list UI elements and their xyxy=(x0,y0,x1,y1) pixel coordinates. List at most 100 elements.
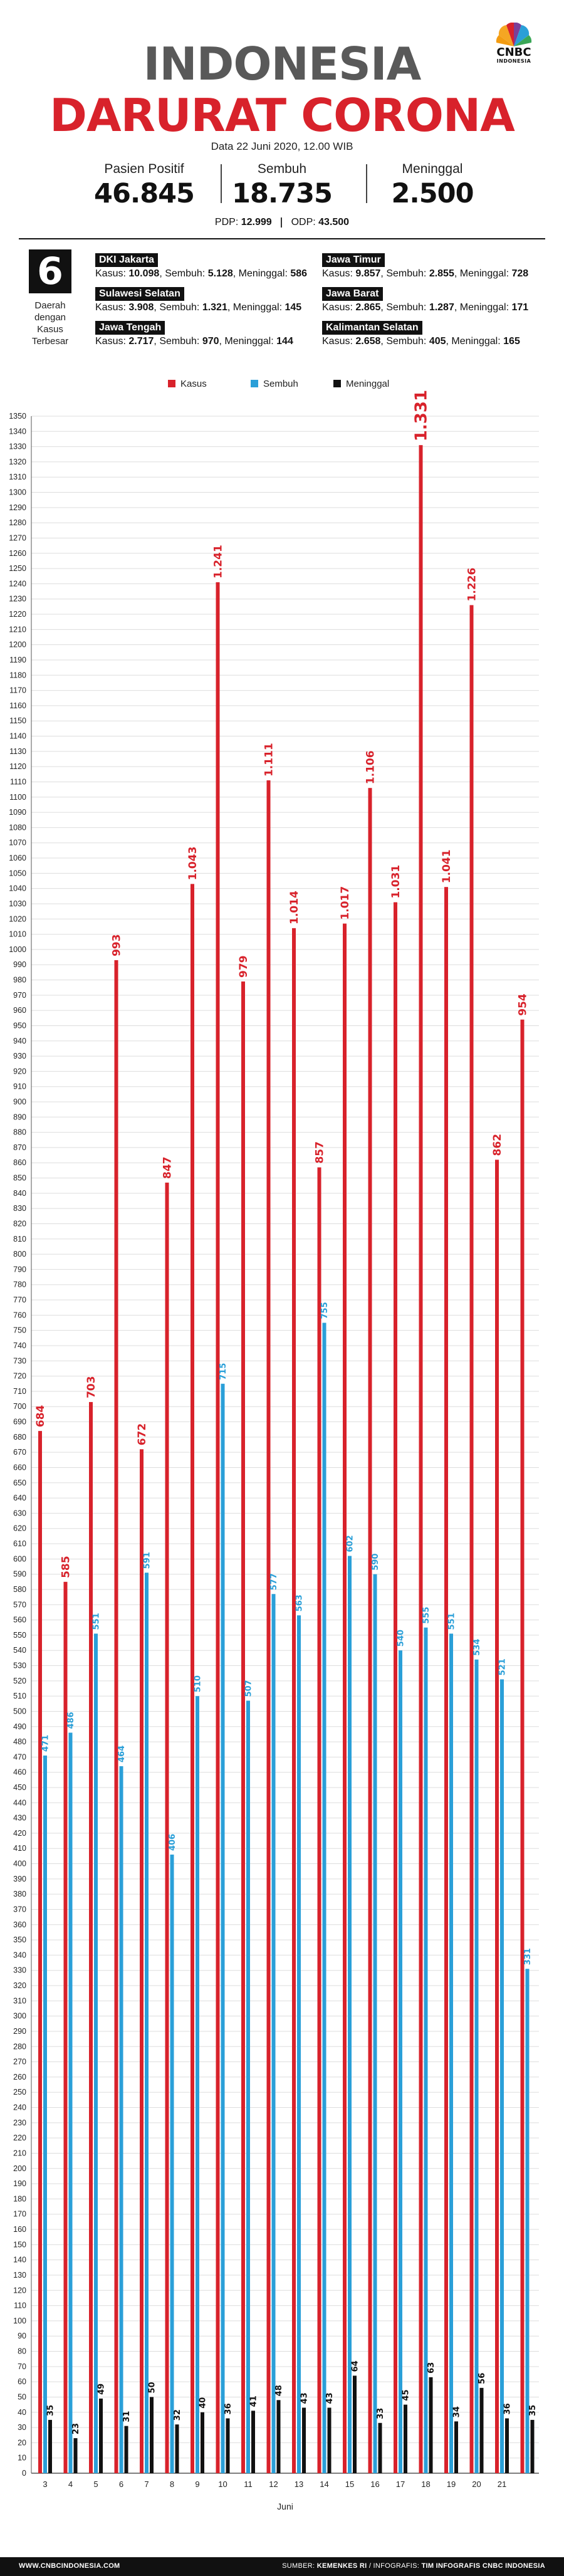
data-label-sembuh: 510 xyxy=(194,1675,203,1692)
y-tick-label: 390 xyxy=(13,1875,26,1883)
data-label-sembuh: 471 xyxy=(41,1735,51,1752)
y-tick-label: 980 xyxy=(13,976,26,985)
province-meninggal-value: 165 xyxy=(503,336,520,347)
province-stats: Kasus: 2.717, Sembuh: 970, Meninggal: 14… xyxy=(95,336,293,347)
bar-meninggal xyxy=(404,2404,407,2473)
bar-kasus xyxy=(63,1581,68,2473)
x-tick-label: 9 xyxy=(195,2479,199,2489)
y-tick-label: 1300 xyxy=(9,488,26,497)
y-tick-label: 900 xyxy=(13,1097,26,1106)
province-sembuh-label: Sembuh: xyxy=(386,336,427,347)
bar-sembuh xyxy=(399,1650,402,2473)
bar-sembuh xyxy=(474,1659,479,2473)
y-tick-label: 590 xyxy=(13,1570,26,1579)
y-tick-label: 70 xyxy=(18,2362,26,2371)
stat-meninggal: Meninggal 2.500 xyxy=(357,162,508,209)
data-label-sembuh: 590 xyxy=(371,1554,380,1571)
y-tick-label: 1320 xyxy=(9,458,26,466)
y-tick-label: 330 xyxy=(13,1966,26,1975)
y-tick-label: 1030 xyxy=(9,899,26,908)
y-tick-label: 460 xyxy=(13,1768,26,1777)
y-tick-label: 1150 xyxy=(9,716,26,725)
y-tick-label: 970 xyxy=(13,991,26,1000)
province-meninggal-value: 728 xyxy=(511,268,529,279)
province-meninggal-value: 144 xyxy=(276,336,293,347)
y-tick-label: 130 xyxy=(13,2271,26,2280)
data-label-kasus: 857 xyxy=(313,1141,326,1164)
bar-meninggal xyxy=(276,2400,281,2473)
data-label-kasus: 1.031 xyxy=(390,865,402,899)
y-tick-label: 150 xyxy=(13,2240,26,2249)
y-tick-label: 60 xyxy=(18,2377,26,2386)
y-tick-label: 680 xyxy=(13,1433,26,1442)
y-tick-label: 560 xyxy=(13,1616,26,1625)
header-rule xyxy=(19,238,545,239)
y-tick-label: 1270 xyxy=(9,533,26,542)
data-label-kasus: 1.111 xyxy=(263,743,275,777)
x-tick-label: 5 xyxy=(93,2479,98,2489)
odp-value: 43.500 xyxy=(318,217,350,228)
x-tick-label: 19 xyxy=(447,2479,456,2489)
data-label-sembuh: 507 xyxy=(244,1680,254,1697)
data-label-kasus: 862 xyxy=(491,1134,504,1156)
x-tick-label: 10 xyxy=(218,2479,227,2489)
y-tick-label: 500 xyxy=(13,1707,26,1715)
y-tick-label: 220 xyxy=(13,2134,26,2142)
y-tick-label: 510 xyxy=(13,1692,26,1700)
data-label-meninggal: 36 xyxy=(224,2403,233,2414)
y-tick-label: 0 xyxy=(22,2469,26,2478)
y-tick-label: 1280 xyxy=(9,518,26,527)
province-count-badge: 6 xyxy=(29,249,71,293)
y-tick-label: 1200 xyxy=(9,641,26,649)
data-label-sembuh: 540 xyxy=(397,1630,406,1647)
bar-meninggal xyxy=(479,2387,484,2473)
y-tick-label: 790 xyxy=(13,1265,26,1274)
data-label-meninggal: 50 xyxy=(148,2382,157,2393)
province-meninggal-label: Meninggal: xyxy=(459,302,509,313)
bar-kasus xyxy=(368,788,372,2473)
province-kasus-value: 2.865 xyxy=(355,302,381,313)
data-label-kasus: 847 xyxy=(161,1156,174,1179)
y-tick-label: 530 xyxy=(13,1662,26,1670)
province-stats: Kasus: 2.865, Sembuh: 1.287, Meninggal: … xyxy=(322,302,529,313)
data-label-meninggal: 45 xyxy=(402,2390,411,2401)
bar-meninggal xyxy=(454,2421,458,2473)
infographic-header: CNBC INDONESIA INDONESIA DARURAT CORONA … xyxy=(0,0,564,351)
y-tick-label: 270 xyxy=(13,2058,26,2066)
y-tick-label: 960 xyxy=(13,1006,26,1015)
y-tick-label: 1340 xyxy=(9,427,26,436)
y-tick-label: 10 xyxy=(18,2454,26,2463)
province-kasus-label: Kasus: xyxy=(95,268,126,279)
bar-kasus xyxy=(444,887,448,2473)
stat-sembuh: Sembuh 18.735 xyxy=(207,162,357,209)
bar-kasus xyxy=(241,981,245,2473)
bar-kasus xyxy=(317,1167,321,2474)
data-label-sembuh: 577 xyxy=(269,1573,279,1590)
y-tick-label: 1250 xyxy=(9,564,26,573)
legend-swatch-kasus xyxy=(168,380,175,387)
y-tick-label: 240 xyxy=(13,2103,26,2112)
y-tick-label: 780 xyxy=(13,1280,26,1289)
count-desc-line: Kasus xyxy=(37,324,63,335)
y-tick-label: 200 xyxy=(13,2164,26,2173)
y-tick-label: 400 xyxy=(13,1860,26,1868)
province-item: Jawa Tengah Kasus: 2.717, Sembuh: 970, Me… xyxy=(95,321,327,348)
bar-sembuh xyxy=(196,1696,199,2473)
province-sembuh-value: 5.128 xyxy=(207,268,233,279)
bar-sembuh xyxy=(145,1573,149,2473)
stat-sembuh-value: 18.735 xyxy=(232,178,333,209)
data-label-meninggal: 56 xyxy=(478,2373,487,2384)
province-sembuh-label: Sembuh: xyxy=(165,268,206,279)
count-desc-line: Daerah xyxy=(34,300,66,311)
bar-meninggal xyxy=(150,2397,154,2473)
bar-sembuh xyxy=(221,1383,225,2473)
y-tick-label: 580 xyxy=(13,1585,26,1594)
y-tick-label: 1130 xyxy=(9,747,26,756)
province-sembuh-value: 2.855 xyxy=(429,268,454,279)
data-label-kasus: 672 xyxy=(136,1423,149,1446)
legend-kasus: Kasus xyxy=(168,377,207,391)
y-tick-label: 920 xyxy=(13,1067,26,1076)
data-label-kasus: 1.331 xyxy=(412,390,431,441)
footer-credit-value: TIM INFOGRAFIS CNBC INDONESIA xyxy=(421,2562,545,2570)
data-label-kasus: 703 xyxy=(85,1376,98,1398)
